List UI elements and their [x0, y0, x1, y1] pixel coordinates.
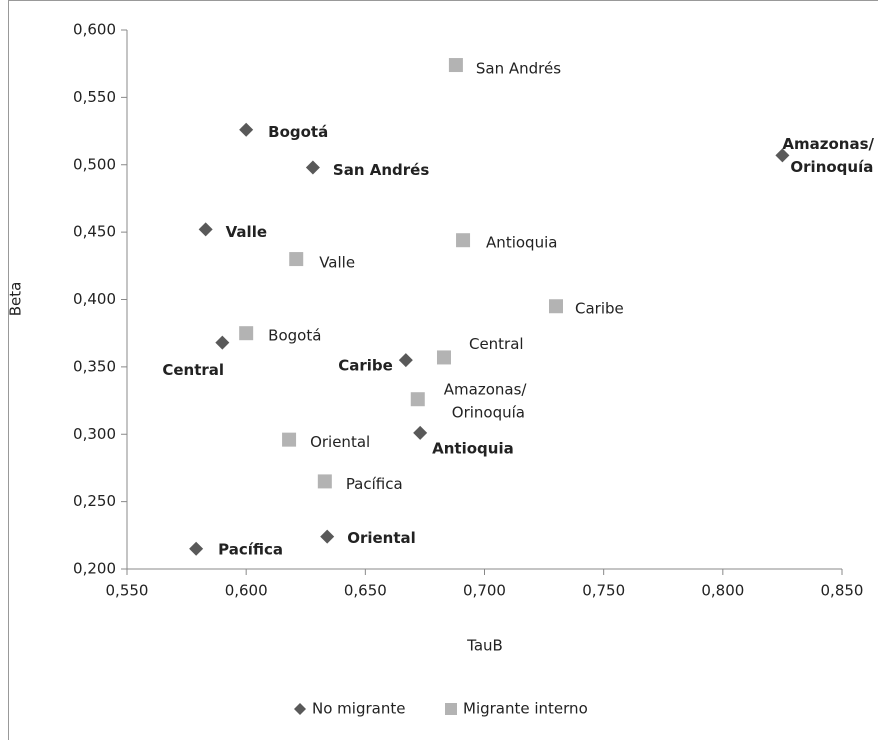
x-axis-title: TauB: [466, 637, 503, 655]
point: [289, 252, 304, 267]
legend-marker: [445, 703, 457, 715]
point-label: Central: [469, 335, 524, 353]
x-tick-label: 0,850: [821, 582, 864, 600]
point-label: Bogotá: [268, 327, 321, 345]
x-tick-label: 0,800: [701, 582, 744, 600]
y-tick-label: 0,450: [73, 223, 116, 241]
y-tick-label: 0,550: [73, 88, 116, 106]
chart-border: [8, 0, 878, 740]
point: [549, 299, 563, 314]
x-tick-label: 0,750: [582, 582, 625, 600]
y-tick-label: 0,500: [73, 155, 116, 173]
point: [456, 233, 471, 248]
point-label: Antioquia: [432, 439, 514, 457]
point-label: Valle: [319, 254, 355, 272]
point: [317, 474, 332, 489]
point-label: Central: [162, 361, 224, 379]
y-tick-label: 0,200: [73, 560, 116, 578]
legend-label: No migrante: [312, 700, 405, 718]
y-tick-label: 0,400: [73, 290, 116, 308]
y-tick-label: 0,350: [73, 357, 116, 375]
point: [775, 148, 790, 163]
point: [239, 326, 254, 341]
point-label: San Andrés: [333, 161, 429, 179]
point-label: Caribe: [575, 300, 624, 318]
point-label: Oriental: [347, 529, 416, 547]
point-label: Pacífica: [346, 475, 403, 493]
point-label: Orinoquía: [790, 158, 873, 176]
x-tick-label: 0,650: [344, 582, 387, 600]
x-tick-label: 0,600: [225, 582, 268, 600]
legend-marker: [294, 703, 306, 715]
point-label: Oriental: [310, 433, 370, 451]
y-axis-title: Beta: [7, 282, 25, 317]
point-label: Amazonas/: [782, 135, 874, 153]
y-tick-label: 0,600: [73, 21, 116, 39]
point-label: Antioquia: [486, 234, 557, 252]
point: [413, 425, 428, 440]
point-label: Caribe: [338, 357, 393, 375]
point: [398, 353, 413, 368]
point: [189, 541, 204, 556]
point: [282, 432, 297, 447]
point: [410, 392, 425, 407]
point-label: Orinoquía: [452, 404, 525, 422]
point: [239, 122, 254, 137]
legend-label: Migrante interno: [463, 700, 588, 718]
point-label: Valle: [226, 223, 267, 241]
x-tick-label: 0,550: [106, 582, 149, 600]
y-tick-label: 0,300: [73, 425, 116, 443]
y-tick-label: 0,250: [73, 492, 116, 510]
point-label: San Andrés: [476, 60, 561, 78]
point: [305, 160, 320, 175]
point-label: Pacífica: [218, 540, 283, 558]
point-label: Bogotá: [268, 123, 328, 141]
point: [320, 529, 335, 544]
point: [436, 350, 451, 365]
point: [448, 58, 463, 73]
point: [198, 222, 213, 237]
x-tick-label: 0,700: [463, 582, 506, 600]
point: [215, 335, 230, 350]
point-label: Amazonas/: [444, 381, 528, 399]
